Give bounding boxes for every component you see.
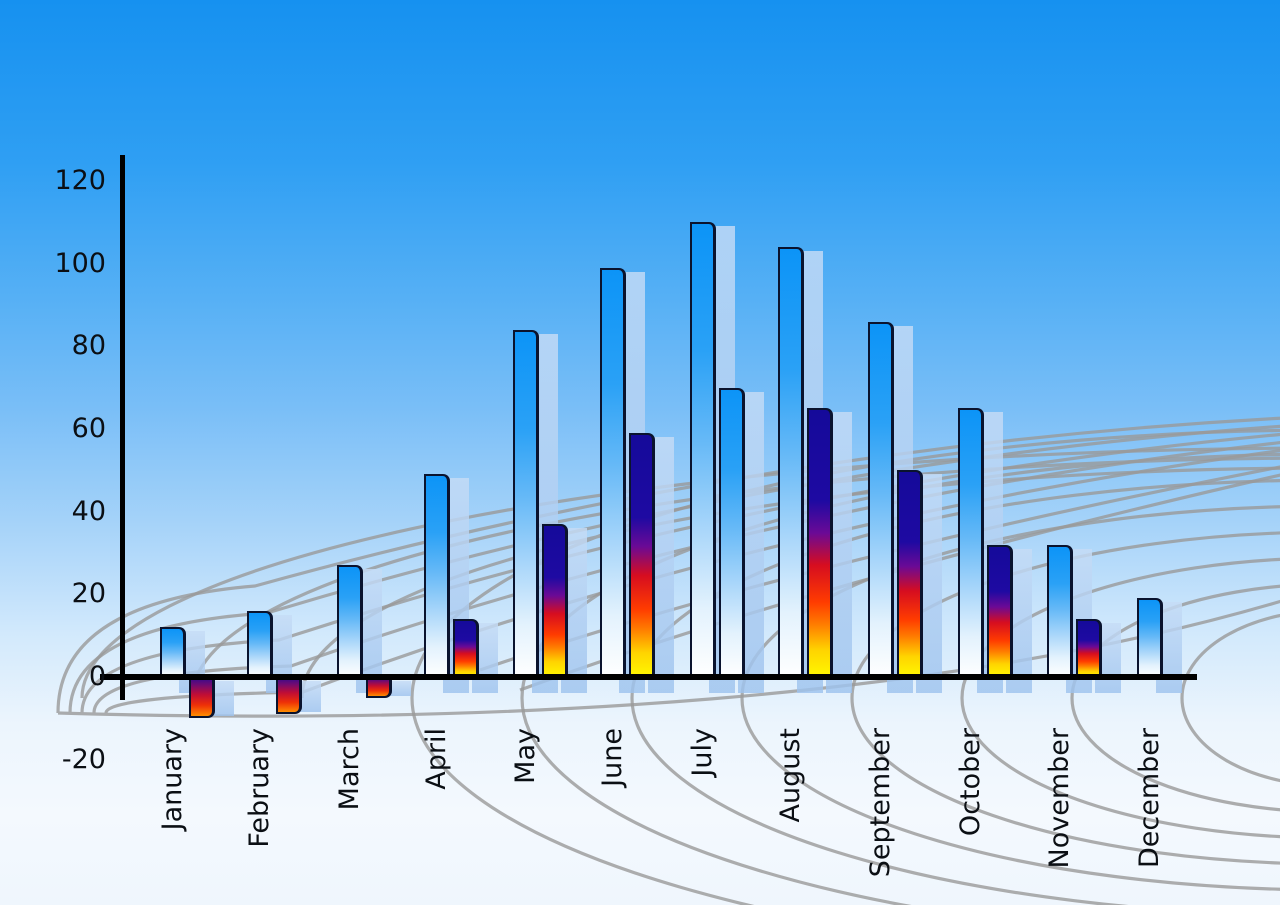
y-label-20: 20 (71, 578, 106, 610)
bar-april-series2 (453, 619, 479, 677)
bar-october-series2 (987, 544, 1013, 677)
bar-june-series2 (629, 433, 655, 677)
bar-july-series2 (719, 387, 745, 677)
x-label-july: July (687, 728, 718, 777)
x-label-april: April (421, 728, 452, 790)
bar-may-series2 (542, 524, 568, 677)
bar-september-series1 (868, 321, 894, 677)
y-label-0: 0 (88, 661, 106, 692)
bar-november-series1 (1047, 544, 1073, 677)
x-label-october: October (955, 728, 986, 837)
x-axis-line (100, 674, 1197, 680)
bar-january-series1 (160, 627, 186, 677)
x-label-january: January (157, 728, 188, 831)
x-label-september: September (865, 728, 896, 878)
y-label-40: 40 (71, 495, 106, 527)
bar-march-series2 (366, 677, 392, 698)
bar-october-series1 (958, 408, 984, 677)
x-label-march: March (334, 728, 365, 811)
bar-july-series1 (690, 222, 716, 677)
bar-may-series1 (513, 329, 539, 677)
bar-april-series1 (424, 474, 450, 677)
bar-november-series2 (1076, 619, 1102, 677)
y-label-80: 80 (71, 330, 106, 362)
y-label-120: 120 (54, 165, 106, 196)
bar-march-series1 (337, 565, 363, 677)
bar-august-series2 (807, 408, 833, 677)
y-label-100: 100 (54, 247, 106, 279)
bar-january-series2 (189, 677, 215, 719)
y-axis-line (120, 155, 125, 700)
bar-december-series1 (1137, 598, 1163, 677)
x-label-november: November (1044, 728, 1075, 869)
x-label-august: August (775, 728, 806, 823)
y-label-60: 60 (71, 413, 106, 444)
bar-august-series1 (778, 247, 804, 677)
bar-june-series1 (600, 267, 626, 677)
y-label-minus-20: -20 (61, 743, 106, 775)
x-label-june: June (597, 728, 628, 787)
x-label-december: December (1134, 728, 1165, 869)
bar-february-series1 (247, 610, 273, 677)
x-label-may: May (510, 728, 541, 784)
bar-february-series2 (276, 677, 302, 715)
bar-september-series2 (897, 470, 923, 677)
x-label-february: February (244, 728, 275, 848)
